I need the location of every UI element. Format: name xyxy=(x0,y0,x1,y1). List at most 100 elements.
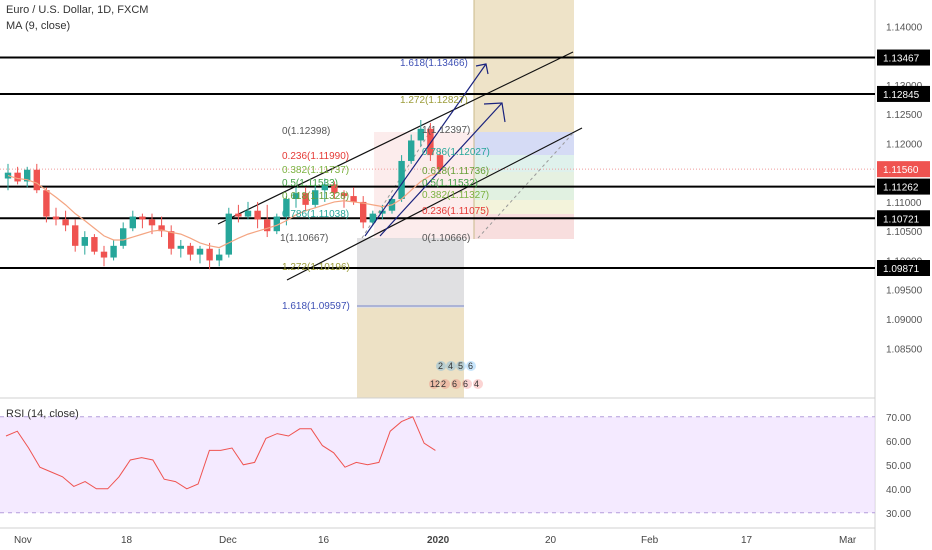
arrow-head-lower xyxy=(483,102,506,123)
rsi-tick-label: 50.00 xyxy=(886,461,911,472)
fib-label-left: 0.236(1.11990) xyxy=(282,151,349,162)
fib-label-right: 1.618(1.13466) xyxy=(400,58,468,69)
candle-body xyxy=(43,190,50,217)
fib-zone-right-top xyxy=(474,0,574,132)
rsi-tick-label: 70.00 xyxy=(886,413,911,424)
fib-label-right: 0.382(1.11327) xyxy=(422,190,489,201)
candle-body xyxy=(360,201,367,223)
candle-body xyxy=(244,210,252,217)
fib-label-left: 1(1.10667) xyxy=(280,233,328,244)
candle-body xyxy=(350,196,357,202)
candle-body xyxy=(4,172,12,179)
candle-body xyxy=(168,231,175,249)
projection-arrows xyxy=(364,63,506,237)
event-marker xyxy=(466,361,476,371)
price-tick-label: 1.09000 xyxy=(886,315,923,326)
price-tick-label: 1.09500 xyxy=(886,286,923,297)
fibonacci-labels: 1.618(1.13466) 1.272(1.12827) 1(1.12397) 0.… xyxy=(280,58,490,312)
time-tick-label: Dec xyxy=(219,535,237,546)
candle-body xyxy=(302,193,309,205)
candle-body xyxy=(331,184,338,194)
candle-body xyxy=(340,193,348,197)
fib-zone-left-box xyxy=(374,132,474,239)
candle-body xyxy=(100,251,108,258)
fib-label-left: 0.382(1.11737) xyxy=(282,165,349,176)
time-tick-label: 18 xyxy=(121,535,133,546)
price-axis[interactable]: 1.140001.135001.130001.125001.120001.115… xyxy=(877,22,930,520)
candle-body xyxy=(62,219,69,226)
candle-body xyxy=(321,184,328,191)
ma-legend: MA (9, close) xyxy=(6,20,71,32)
time-tick-label: Nov xyxy=(14,535,32,546)
candle-body xyxy=(408,140,415,161)
event-count: 12 xyxy=(430,379,440,389)
candle-body xyxy=(120,228,127,246)
fib-label-right: 1(1.12397) xyxy=(422,125,470,136)
event-marker xyxy=(456,361,466,371)
time-tick-label: 17 xyxy=(741,535,753,546)
event-count: 4 xyxy=(474,379,479,389)
level-badge xyxy=(877,49,930,66)
rsi-tick-label: 40.00 xyxy=(886,485,911,496)
time-axis[interactable]: Nov 18 Dec 16 2020 20 Feb 17 Mar xyxy=(14,535,857,546)
candle-body xyxy=(283,199,290,217)
candle-body xyxy=(33,169,40,191)
time-tick-label: 2020 xyxy=(427,535,450,546)
candle-body xyxy=(235,213,242,217)
fib-band-right-0 xyxy=(474,132,574,155)
fib-label-right: 1.272(1.12827) xyxy=(400,95,468,106)
event-marker xyxy=(446,361,456,371)
price-tick-label: 1.12000 xyxy=(886,139,923,150)
ma-series xyxy=(7,172,441,249)
arrow-shaft-upper xyxy=(364,63,487,237)
candle-body xyxy=(14,172,21,182)
price-tick-label: 1.10500 xyxy=(886,227,923,238)
fib-label-right: 0.236(1.11075) xyxy=(422,206,489,217)
channel-lower-line xyxy=(286,127,583,281)
fib-label-right: 0.786(1.12027) xyxy=(422,147,490,158)
current-price-badge xyxy=(877,161,930,178)
candle-body xyxy=(312,190,319,205)
event-marker xyxy=(429,379,439,389)
candle-body xyxy=(187,245,194,255)
rsi-tick-label: 30.00 xyxy=(886,509,911,520)
fib-label-left: 0.5(1.11533) xyxy=(282,178,338,189)
event-marker xyxy=(473,379,483,389)
price-tick-label: 1.12500 xyxy=(886,110,923,121)
fib-label-left: 1.618(1.09597) xyxy=(282,301,350,312)
price-tick-label: 1.11000 xyxy=(886,198,922,209)
event-marker xyxy=(462,379,472,389)
candle-body xyxy=(225,213,232,255)
rsi-pane xyxy=(0,416,875,514)
candle-body xyxy=(273,216,280,232)
candle-body xyxy=(177,245,184,249)
event-count: 5 xyxy=(458,361,463,371)
candle-body xyxy=(398,160,405,199)
candle-body xyxy=(427,128,434,156)
level-badge-text: 1.12845 xyxy=(883,90,920,101)
candle-body xyxy=(369,213,376,223)
candle-body xyxy=(148,219,156,226)
candle-body xyxy=(129,216,136,229)
candle-body xyxy=(158,225,165,232)
event-count: 2 xyxy=(441,379,446,389)
ma-line xyxy=(7,172,441,249)
candle-body xyxy=(206,248,213,261)
arrow-head-upper xyxy=(475,63,489,75)
fib-label-right: 0.618(1.11736) xyxy=(422,166,489,177)
candle-body xyxy=(110,245,117,258)
fib-band-right-3 xyxy=(474,186,574,200)
level-badge xyxy=(877,85,930,102)
fib-label-left: 0(1.12398) xyxy=(282,126,330,137)
level-badge xyxy=(877,178,930,195)
fib-label-left: 0.618(1.11328) xyxy=(282,191,349,202)
fib-band-right-1 xyxy=(474,155,574,172)
arrow-shaft-lower xyxy=(379,102,503,237)
fib-label-left: 1.272(1.10196) xyxy=(282,262,350,273)
price-tick-label: 1.08500 xyxy=(886,344,923,355)
event-count: 6 xyxy=(463,379,468,389)
candle-body xyxy=(216,254,223,261)
event-marker xyxy=(440,379,450,389)
fib-band-right-4 xyxy=(474,200,574,214)
grid-lines xyxy=(0,0,876,550)
